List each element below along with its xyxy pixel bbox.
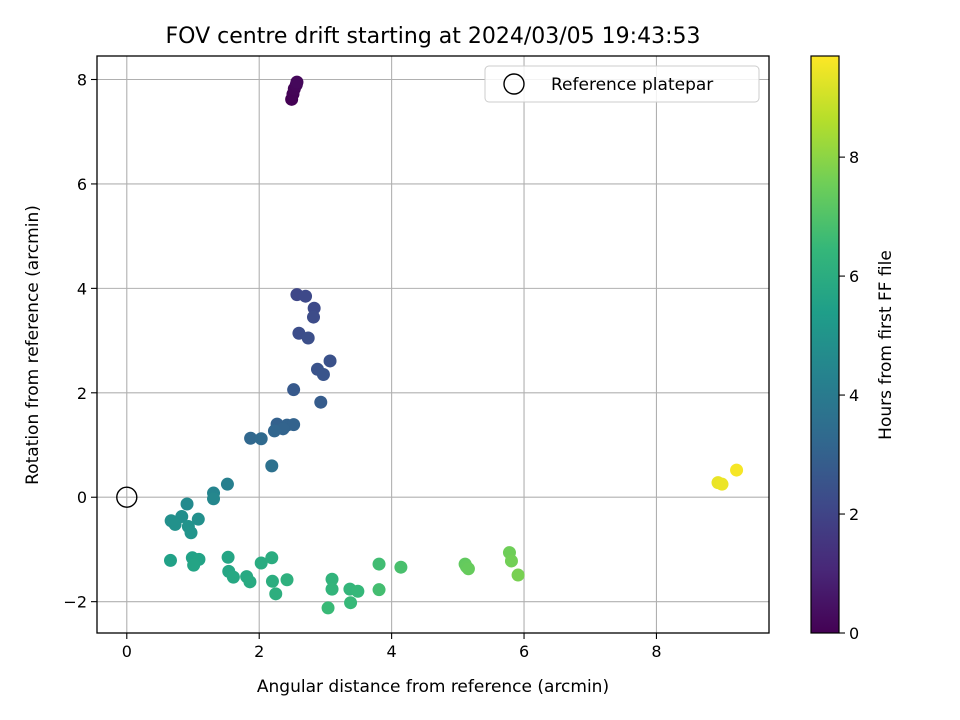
data-point: [394, 560, 408, 574]
y-tick-label: 0: [77, 488, 87, 507]
data-point: [280, 573, 294, 587]
data-point: [323, 354, 337, 368]
x-tick-label: 0: [122, 642, 132, 661]
data-point: [163, 553, 177, 567]
data-point: [226, 570, 240, 584]
y-axis-label: Rotation from reference (arcmin): [23, 205, 43, 485]
data-points: [163, 75, 744, 615]
plot-frame: [96, 55, 770, 634]
data-point: [168, 517, 182, 531]
data-point: [191, 512, 205, 526]
data-point: [254, 432, 268, 446]
data-point: [243, 575, 257, 589]
data-point: [314, 395, 328, 409]
data-point: [287, 418, 301, 432]
data-point: [184, 526, 198, 540]
x-axis-label: Angular distance from reference (arcmin): [257, 677, 609, 697]
data-point: [351, 584, 365, 598]
axis-ticks: 0 2 4 6 8 −2 0 2 4 6 8: [63, 70, 661, 661]
plot-background: [97, 56, 769, 633]
y-tick-label: 8: [77, 70, 87, 89]
colorbar-gradient: [811, 56, 839, 633]
colorbar-tick-label: 0: [849, 624, 859, 643]
colorbar-tick-label: 8: [849, 148, 859, 167]
colorbar-frame: [810, 55, 840, 634]
y-tick-label: 2: [77, 384, 87, 403]
reference-platepar-marker: [116, 486, 138, 508]
data-point: [504, 554, 518, 568]
data-point: [207, 492, 221, 506]
data-point: [287, 383, 301, 397]
data-point: [321, 601, 335, 615]
colorbar-tick-label: 2: [849, 505, 859, 524]
data-point: [511, 568, 525, 582]
data-point: [265, 574, 279, 588]
legend-box: [484, 65, 760, 103]
data-point: [267, 424, 281, 438]
data-point: [316, 368, 330, 382]
data-point: [299, 289, 313, 303]
chart-title: FOV centre drift starting at 2024/03/05 …: [166, 24, 701, 49]
x-tick-label: 4: [387, 642, 397, 661]
data-point: [244, 431, 258, 445]
y-tick-label: −2: [63, 593, 87, 612]
legend: Reference platepar: [484, 65, 760, 103]
y-tick-label: 4: [77, 279, 87, 298]
data-point: [344, 596, 358, 610]
data-point: [265, 459, 279, 473]
x-tick-label: 6: [519, 642, 529, 661]
data-point: [325, 572, 339, 586]
colorbar-tick-label: 4: [849, 386, 859, 405]
y-tick-label: 6: [77, 175, 87, 194]
colorbar-tick-label: 6: [849, 267, 859, 286]
x-tick-label: 2: [254, 642, 264, 661]
data-point: [265, 551, 279, 565]
colorbar: 0 2 4 6 8 Hours from first FF file: [810, 55, 896, 643]
data-point: [461, 562, 475, 576]
colorbar-label: Hours from first FF file: [876, 250, 896, 440]
data-point: [290, 75, 304, 89]
data-point: [187, 558, 201, 572]
data-point: [372, 583, 386, 597]
data-point: [180, 497, 194, 511]
legend-reference-marker: [503, 73, 525, 95]
data-point: [325, 582, 339, 596]
data-point: [220, 477, 234, 491]
legend-label-reference-platepar: Reference platepar: [551, 75, 713, 95]
data-point: [301, 331, 315, 345]
data-point: [306, 310, 320, 324]
data-point: [221, 550, 235, 564]
data-point: [254, 556, 268, 570]
data-point: [269, 587, 283, 601]
plot-area: 0 2 4 6 8 −2 0 2 4 6 8: [63, 55, 770, 661]
data-point: [730, 463, 744, 477]
colorbar-ticks: 0 2 4 6 8: [839, 148, 859, 643]
x-tick-label: 8: [651, 642, 661, 661]
data-point: [372, 557, 386, 571]
data-point: [715, 477, 729, 491]
